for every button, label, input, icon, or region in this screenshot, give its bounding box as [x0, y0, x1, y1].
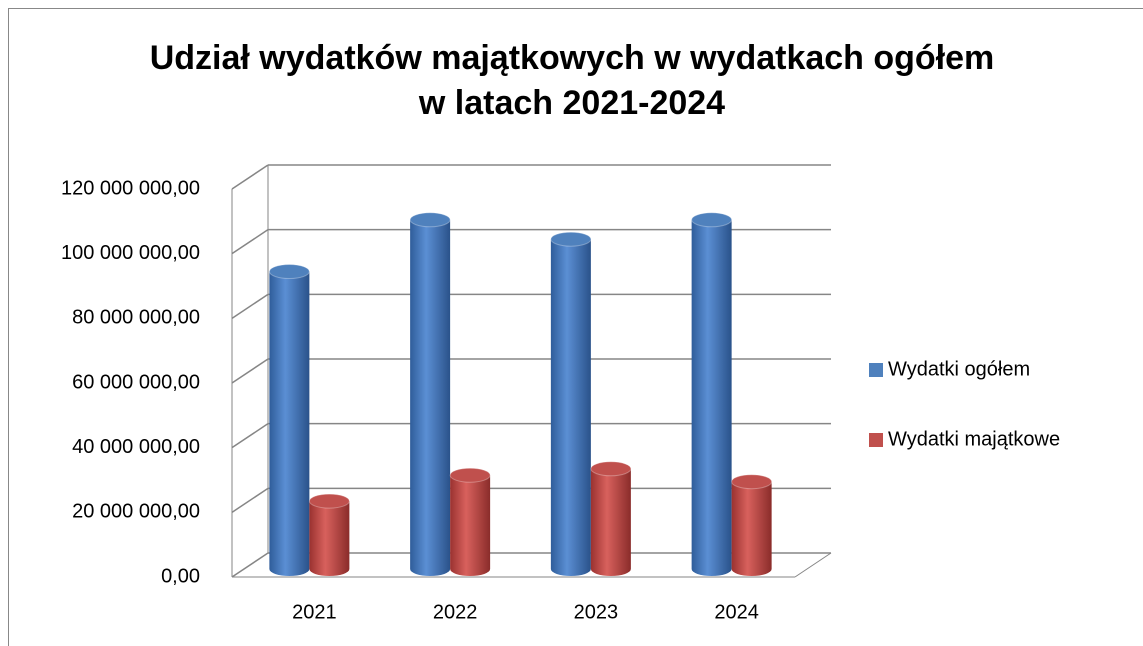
grid-line-side	[231, 552, 269, 578]
bar	[269, 271, 310, 577]
y-tick-label: 100 000 000,00	[61, 242, 200, 264]
legend-label: Wydatki ogółem	[888, 358, 1030, 380]
floor-right	[794, 552, 832, 578]
y-tick-label: 60 000 000,00	[72, 371, 200, 393]
bar	[450, 475, 491, 577]
bar-cap	[268, 264, 310, 280]
bar-cap	[449, 467, 491, 483]
chart-frame	[8, 8, 1143, 646]
bar	[309, 501, 350, 577]
bar	[410, 219, 451, 577]
y-tick-label: 40 000 000,00	[72, 436, 200, 458]
y-tick-label: 20 000 000,00	[72, 501, 200, 523]
chart-subtitle: w latach 2021-2024	[418, 84, 725, 122]
grid-line-side	[231, 164, 269, 190]
bar-cap	[550, 231, 592, 247]
chart-title: Udział wydatków majątkowych w wydatkach …	[150, 39, 995, 77]
legend-label: Wydatki majątkowe	[888, 428, 1060, 450]
bar-cap	[590, 461, 632, 477]
bar	[731, 481, 772, 577]
y-tick-label: 80 000 000,00	[72, 307, 200, 329]
bar	[691, 219, 732, 577]
y-tick-label: 120 000 000,00	[61, 177, 200, 199]
grid-line-side	[231, 423, 269, 449]
bar-cap	[308, 493, 350, 509]
x-tick-label: 2024	[714, 601, 759, 623]
bar-cap	[409, 212, 451, 228]
grid-line-side	[231, 293, 269, 319]
legend-swatch	[869, 363, 883, 377]
y-tick-label: 0,00	[161, 565, 200, 587]
x-tick-label: 2022	[433, 601, 478, 623]
x-tick-label: 2023	[574, 601, 619, 623]
legend-swatch	[869, 433, 883, 447]
grid-line-side	[231, 487, 269, 513]
bar-cap	[731, 474, 773, 490]
grid-line-side	[231, 358, 269, 384]
grid-line-side	[231, 229, 269, 255]
x-tick-label: 2021	[292, 601, 337, 623]
bar	[590, 468, 631, 577]
bar-cap	[691, 212, 733, 228]
bar	[550, 239, 591, 577]
